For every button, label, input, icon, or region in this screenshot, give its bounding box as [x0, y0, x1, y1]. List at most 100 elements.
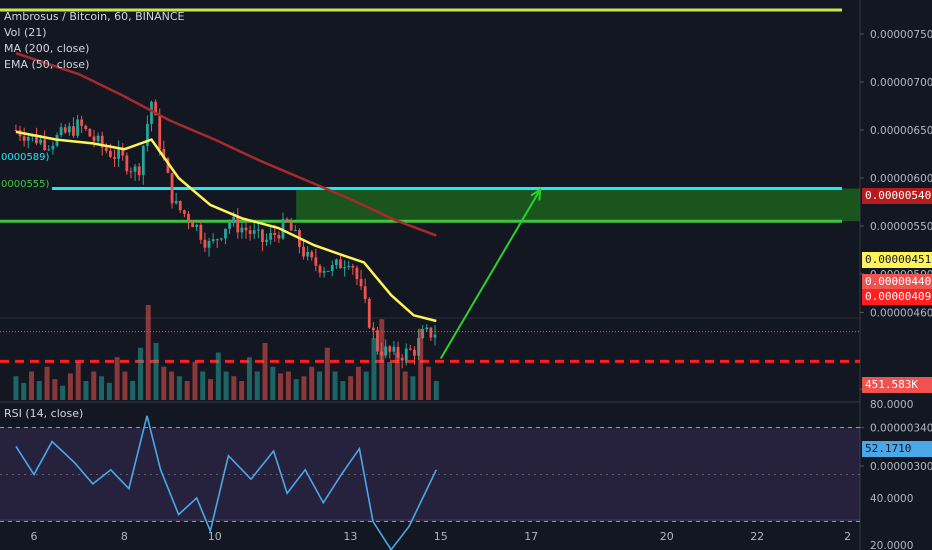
price-candle-body — [359, 279, 363, 287]
projection-arrow-line — [439, 189, 542, 359]
volume-bar — [363, 371, 369, 400]
price-axis-tick: 0.00000650 — [870, 125, 932, 137]
price-candle-body — [59, 127, 63, 136]
time-axis-tick: 20 — [660, 530, 674, 543]
price-candle-body — [154, 101, 158, 116]
price-candle-body — [207, 241, 211, 248]
price-candle-body — [433, 334, 437, 338]
volume-bar — [379, 319, 385, 400]
price-candle-body — [141, 145, 145, 176]
price-candle-body — [199, 224, 203, 240]
green-level-tag: 0000555) — [0, 178, 53, 191]
cyan-level-tag: 0000589) — [0, 151, 53, 164]
legend-ma[interactable]: MA (200, close) — [4, 42, 90, 55]
volume-bar — [355, 366, 361, 400]
time-axis-tick: 6 — [31, 530, 38, 543]
legend-ema[interactable]: EMA (50, close) — [4, 58, 90, 71]
volume-bar — [200, 371, 206, 400]
price-candle-body — [80, 119, 84, 126]
price-candle-body — [14, 130, 18, 131]
volume-bar — [36, 381, 42, 400]
volume-bar — [60, 385, 66, 400]
volume-bar — [67, 373, 73, 400]
price-candle-body — [26, 136, 30, 141]
price-candle-body — [339, 259, 342, 269]
volume-bar — [192, 362, 198, 400]
price-candle-body — [96, 135, 100, 142]
resistance-price-tag: 0.00000540 — [862, 188, 932, 204]
price-candle-body — [84, 125, 88, 129]
volume-bar — [52, 379, 58, 400]
price-candle-body — [277, 235, 281, 239]
volume-bar — [130, 381, 136, 400]
legend-volume[interactable]: Vol (21) — [4, 26, 47, 39]
volume-bar — [317, 371, 323, 400]
price-axis-tick: 0.00000600 — [870, 173, 932, 185]
volume-bar — [278, 373, 284, 400]
price-axis-tick: 0.00000340 — [870, 423, 932, 435]
price-candle-body — [133, 166, 137, 172]
price-candle-body — [269, 233, 273, 240]
price-candle-body — [236, 216, 240, 233]
price-candle-body — [367, 299, 371, 328]
price-candle-body — [47, 149, 51, 151]
price-candle-body — [318, 265, 322, 273]
volume-bar — [169, 371, 175, 400]
support-price-tag: 0.00000409 — [862, 289, 932, 305]
volume-bar — [402, 371, 408, 400]
legend-rsi[interactable]: RSI (14, close) — [4, 407, 84, 420]
price-candle-body — [92, 136, 96, 142]
price-candle-body — [285, 218, 289, 222]
price-candle-body — [334, 259, 338, 266]
price-candle-body — [400, 357, 404, 361]
volume-bar — [285, 371, 291, 400]
price-candle-body — [104, 147, 108, 151]
price-candle-body — [302, 246, 305, 257]
time-axis-tick: 17 — [524, 530, 538, 543]
volume-bar — [75, 362, 81, 400]
volume-bar — [239, 381, 245, 400]
price-candle-body — [219, 238, 223, 240]
price-candle-body — [413, 349, 416, 356]
volume-bar — [410, 376, 416, 400]
volume-bar — [122, 371, 128, 400]
price-candle-body — [261, 229, 264, 242]
price-candle-body — [117, 149, 121, 159]
price-candle-body — [39, 139, 42, 144]
price-candle-body — [351, 266, 355, 268]
volume-bar — [301, 376, 307, 400]
price-candle-body — [293, 230, 297, 232]
volume-bar — [231, 376, 237, 400]
volume-bar — [44, 366, 50, 400]
price-candle-body — [162, 148, 166, 159]
price-candle-body — [113, 156, 116, 159]
price-candle-body — [145, 123, 149, 146]
price-candle-body — [240, 227, 244, 233]
price-axis-tick: 0.00000700 — [870, 77, 932, 89]
price-candle-body — [67, 126, 71, 133]
price-candle-body — [182, 210, 186, 214]
rsi-value-tag: 52.1710 — [862, 441, 932, 457]
price-axis-tick: 0.00000460 — [870, 307, 932, 319]
price-candle-body — [248, 230, 252, 234]
price-candle-body — [109, 150, 112, 157]
volume-bar — [425, 366, 431, 400]
price-candle-body — [252, 230, 256, 234]
price-candle-body — [310, 251, 314, 258]
price-candle-body — [170, 172, 174, 204]
volume-bar — [223, 371, 229, 400]
price-candle-body — [63, 127, 67, 133]
price-candle-body — [306, 251, 310, 257]
price-axis-tick: 0.00000750 — [870, 29, 932, 41]
price-candle-body — [76, 119, 79, 136]
rsi-line — [15, 415, 438, 550]
volume-bar — [215, 352, 221, 400]
price-candle-body — [191, 221, 194, 228]
volume-tag: 451.583K — [862, 377, 932, 393]
target-zone — [296, 188, 860, 222]
legend-symbol-title[interactable]: Ambrosus / Bitcoin, 60, BINANCE — [4, 10, 185, 23]
volume-bar — [208, 379, 214, 400]
ma200-line — [15, 52, 437, 237]
